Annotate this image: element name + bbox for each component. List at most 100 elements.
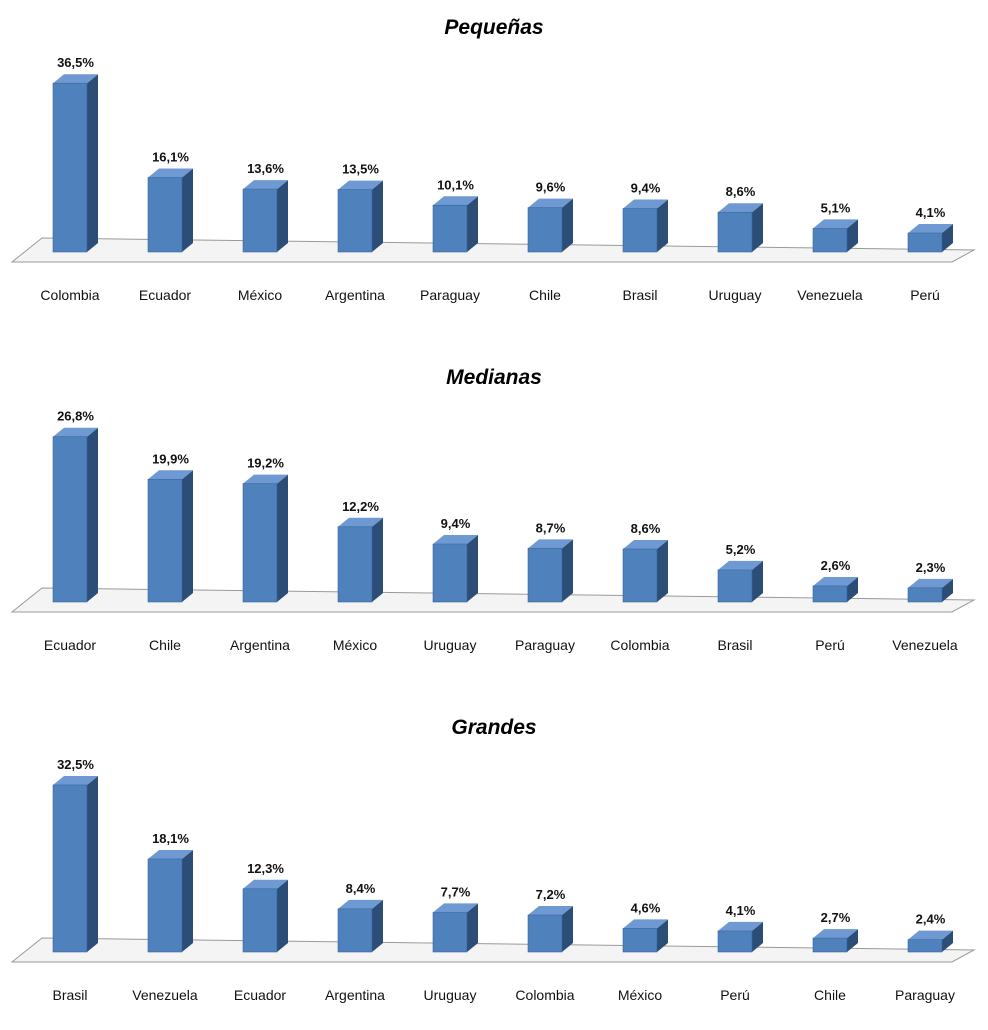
bar-side	[277, 474, 288, 602]
bar-top	[908, 578, 953, 588]
bar-front	[812, 585, 848, 603]
data-label: 9,4%	[631, 181, 661, 196]
bar-side	[277, 879, 288, 952]
bar-front	[622, 928, 658, 953]
bar-side	[847, 219, 858, 252]
bar-top	[53, 74, 98, 84]
bar-side	[467, 196, 478, 252]
bar-front	[147, 478, 183, 603]
category-label: Chile	[149, 637, 181, 653]
bar-front	[907, 587, 943, 603]
chart-pequenas-plot: 36,5% Colombia 16,1% Ecuador 13,6% México 13,5…	[10, 55, 976, 303]
bar-front	[812, 228, 848, 253]
bar-side	[657, 539, 668, 602]
bar-side	[847, 576, 858, 602]
bar-front	[52, 436, 88, 603]
category-label: Argentina	[325, 287, 385, 303]
bar	[147, 849, 193, 953]
bar	[717, 560, 763, 603]
bar-side	[87, 775, 98, 952]
chart-grandes: 32,5% Brasil 18,1% Venezuela 12,3% Ecuador 8,4…	[0, 700, 988, 1030]
data-label: 13,5%	[342, 162, 379, 177]
bar-side	[752, 921, 763, 952]
bar-front	[242, 188, 278, 253]
data-label: 7,2%	[536, 887, 566, 902]
bar-front	[147, 858, 183, 953]
data-label: 2,6%	[821, 558, 851, 573]
bar-top	[433, 535, 478, 545]
bar-top	[718, 560, 763, 570]
bar-front	[907, 232, 943, 253]
category-label: Brasil	[622, 287, 657, 303]
category-label: Uruguay	[424, 637, 477, 653]
bar-side	[942, 224, 953, 252]
data-label: 2,7%	[821, 910, 851, 925]
data-label: 4,6%	[631, 900, 661, 915]
bar	[242, 180, 288, 253]
bar-side	[182, 168, 193, 252]
category-label: Ecuador	[44, 637, 96, 653]
bar-top	[718, 921, 763, 931]
bar-side	[467, 903, 478, 952]
bar-side	[562, 906, 573, 952]
category-label: Colombia	[40, 287, 99, 303]
bar-front	[432, 204, 468, 253]
category-label: México	[618, 987, 663, 1003]
bar	[812, 929, 858, 953]
chart-medianas: 26,8% Ecuador 19,9% Chile 19,2% Argentina 12,2…	[0, 350, 988, 680]
data-label: 19,9%	[152, 451, 189, 466]
bar-front	[907, 939, 943, 953]
bar-front	[432, 543, 468, 603]
data-label: 16,1%	[152, 150, 189, 165]
data-label: 5,1%	[821, 200, 851, 215]
bar-front	[242, 888, 278, 953]
category-label: Paraguay	[420, 287, 480, 303]
data-label: 36,5%	[57, 55, 94, 70]
bar-front	[812, 937, 848, 953]
data-label: 18,1%	[152, 831, 189, 846]
bar-front	[527, 548, 563, 603]
bar	[242, 474, 288, 603]
bar	[717, 921, 763, 953]
bar	[812, 219, 858, 253]
data-label: 4,1%	[726, 903, 756, 918]
data-label: 13,6%	[247, 161, 284, 176]
bar-top	[433, 903, 478, 913]
bar-side	[372, 180, 383, 252]
chart-title: Grandes	[451, 716, 537, 739]
bar-top	[243, 474, 288, 484]
bar-front	[622, 208, 658, 253]
bar	[147, 168, 193, 253]
data-label: 2,3%	[916, 560, 946, 575]
data-label: 10,1%	[437, 177, 474, 192]
category-label: Perú	[910, 287, 940, 303]
chart-grandes-plot: 32,5% Brasil 18,1% Venezuela 12,3% Ecuador 8,4…	[10, 757, 976, 1003]
category-label: Ecuador	[234, 987, 286, 1003]
data-label: 12,2%	[342, 499, 379, 514]
bar-top	[433, 196, 478, 206]
category-label: Perú	[720, 987, 750, 1003]
bar	[337, 517, 383, 603]
category-label: Colombia	[610, 637, 669, 653]
bar	[432, 903, 478, 953]
category-label: Argentina	[230, 637, 290, 653]
data-label: 4,1%	[916, 205, 946, 220]
bar	[622, 199, 668, 253]
data-label: 9,6%	[536, 180, 566, 195]
data-label: 2,4%	[916, 912, 946, 927]
category-label: Venezuela	[132, 987, 198, 1003]
bar-top	[908, 930, 953, 940]
bar-front	[52, 82, 88, 253]
bar-side	[657, 199, 668, 252]
bar-front	[242, 483, 278, 603]
category-label: México	[238, 287, 283, 303]
bar-side	[182, 470, 193, 602]
bar-top	[148, 470, 193, 480]
bar-top	[813, 929, 858, 939]
bar-top	[623, 919, 668, 929]
bar-side	[182, 849, 193, 952]
bar-side	[752, 203, 763, 252]
chart-pequenas: 36,5% Colombia 16,1% Ecuador 13,6% México 13,5…	[0, 0, 988, 330]
bar-front	[337, 526, 373, 603]
bar	[907, 578, 953, 603]
